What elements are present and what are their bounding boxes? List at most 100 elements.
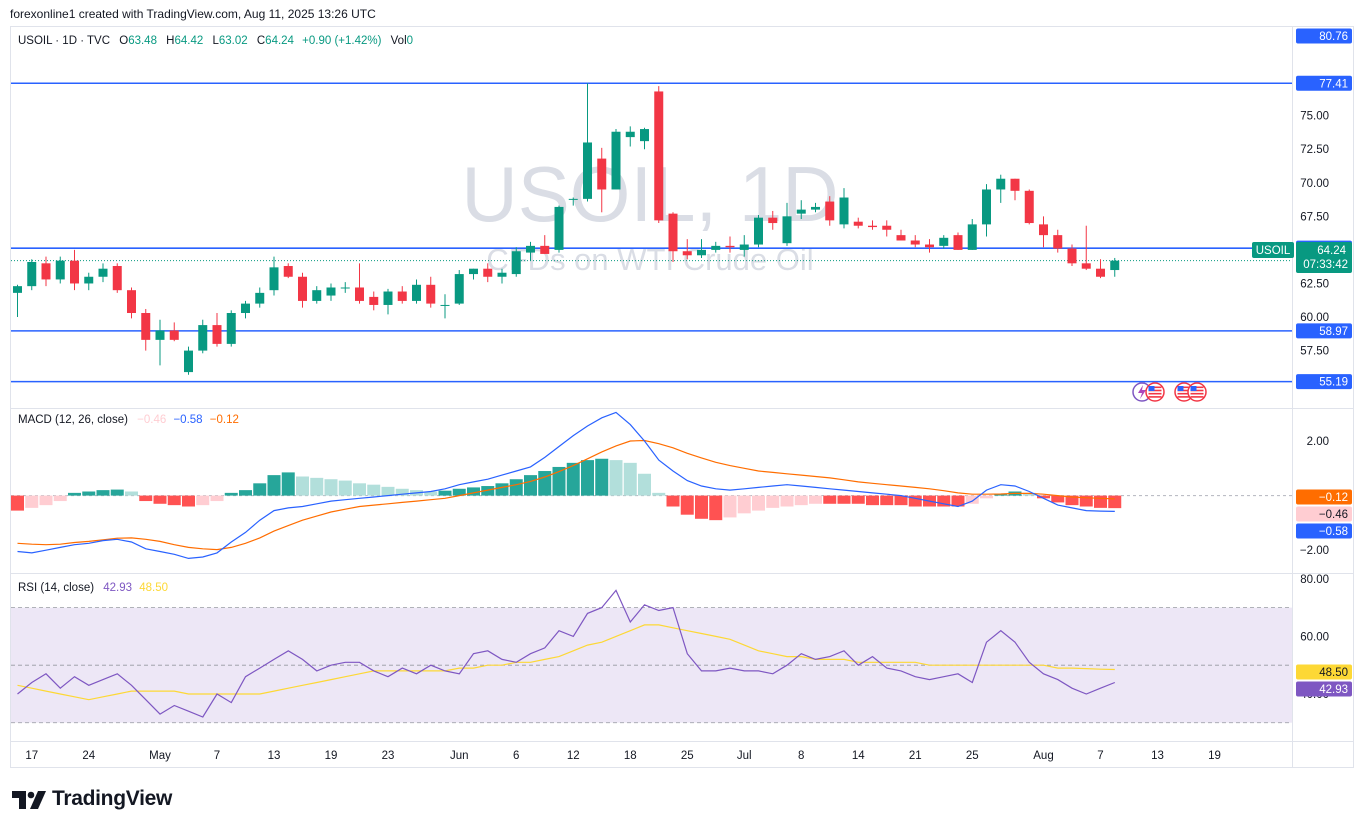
candle-body: [711, 245, 721, 250]
candle-body: [198, 325, 208, 351]
macd-histogram-bar: [1022, 492, 1036, 496]
candle: [839, 188, 849, 229]
candle-body: [298, 276, 307, 301]
price-top-tag-text: 80.76: [1319, 31, 1348, 43]
us-flag-icon-3-stripe: [1190, 386, 1204, 389]
time-tick-9: 12: [567, 750, 580, 762]
time-tick-13: 8: [798, 750, 804, 762]
candle: [13, 284, 22, 318]
candle: [554, 205, 564, 253]
candle: [1096, 259, 1105, 279]
macd-histogram-bar: [424, 491, 438, 496]
macd-histogram-tag-text: −0.46: [1319, 509, 1348, 521]
rsi-ma-value: 48.50: [139, 582, 169, 594]
candle-body: [654, 91, 664, 221]
candle: [1110, 257, 1120, 277]
macd-histogram-bar: [452, 488, 466, 496]
rsi-legend[interactable]: RSI (14, close) 42.93 48.50: [18, 582, 168, 594]
symbol-line[interactable]: USOIL · 1D · TVC: [18, 35, 111, 47]
time-tick-7: Jun: [450, 750, 469, 762]
macd-legend[interactable]: MACD (12, 26, close) −0.46 −0.58 −0.12: [18, 414, 239, 426]
macd-histogram-bar: [196, 495, 210, 506]
macd-histogram-bar: [780, 495, 794, 507]
candle: [597, 147, 607, 213]
candle-body: [853, 221, 863, 226]
candle: [739, 235, 749, 257]
macd-histogram-bar: [224, 492, 238, 496]
candle-body: [1081, 263, 1091, 269]
candle-body: [868, 225, 877, 228]
macd-histogram-bar: [338, 480, 352, 496]
candle: [1039, 216, 1048, 248]
macd-histogram-bar: [894, 495, 908, 506]
macd-histogram-bar: [353, 483, 366, 496]
macd-histogram-bar: [253, 483, 267, 496]
candle-body: [625, 131, 635, 138]
candle: [511, 247, 521, 277]
candle-body: [440, 304, 450, 306]
rsi-axis-label-1: 60.00: [1300, 631, 1329, 643]
candle: [640, 127, 649, 150]
macd-histogram-bar: [210, 495, 224, 502]
candle: [454, 270, 464, 305]
candle-body: [982, 189, 991, 225]
macd-histogram-bar: [167, 495, 181, 506]
macd-histogram-bar: [1051, 495, 1065, 503]
candle-body: [640, 129, 649, 142]
candle-body: [212, 325, 222, 344]
us-flag-icon-1-stripe: [1148, 392, 1162, 395]
symbol-tag: USOIL: [1252, 242, 1294, 258]
level-tag-2-text: 58.97: [1319, 326, 1348, 338]
candle: [882, 220, 892, 237]
bar-countdown: 07:33:42: [1303, 259, 1348, 271]
macd-histogram-bar: [766, 495, 780, 508]
candle: [340, 282, 350, 293]
candle: [70, 249, 79, 291]
us-flag-icon-1-stripe: [1148, 389, 1162, 392]
macd-histogram-bar: [495, 483, 509, 496]
candle-body: [768, 217, 778, 224]
macd-histogram-bar: [96, 490, 110, 496]
time-tick-8: 6: [513, 750, 519, 762]
macd-histogram-bar: [125, 491, 138, 496]
time-tick-14: 14: [852, 750, 865, 762]
candle: [953, 232, 963, 250]
macd-histogram-bar: [937, 495, 951, 507]
macd-histogram-bar: [467, 487, 480, 496]
candle-body: [55, 260, 65, 280]
price-top-tag-bg: [1296, 28, 1352, 44]
us-flag-icon-1-stripe: [1148, 396, 1162, 398]
candle: [868, 220, 877, 230]
candle: [127, 287, 136, 319]
macd-histogram-bar: [82, 491, 96, 496]
us-flag-icon-2-canton: [1177, 386, 1184, 391]
us-flag-icon-3-stripe: [1190, 392, 1204, 395]
price-top-tag: 80.76: [1296, 28, 1352, 44]
macd-histogram-bar: [980, 495, 993, 499]
macd-histogram-bar: [638, 473, 651, 496]
open-key: O: [119, 35, 129, 47]
macd-histogram-bar: [395, 488, 409, 496]
candle: [440, 294, 450, 319]
volume-key: Vol: [390, 35, 407, 47]
time-tick-18: 7: [1097, 750, 1103, 762]
rsi-ma-tag-text: 48.50: [1319, 667, 1348, 679]
candle: [754, 214, 763, 248]
tradingview-logo[interactable]: TradingView: [12, 787, 172, 811]
change-value: +0.90 (+1.42%): [302, 35, 382, 47]
candle-body: [882, 225, 892, 230]
price-tick-4: 62.50: [1300, 278, 1329, 290]
macd-histogram-bar: [39, 495, 53, 506]
candle: [226, 310, 236, 347]
macd-histogram-bar: [994, 494, 1008, 496]
candle: [1067, 244, 1077, 267]
low-key: L: [212, 35, 219, 47]
current-price-bg: [1296, 242, 1352, 273]
candle: [568, 197, 578, 206]
time-tick-0: 17: [25, 750, 38, 762]
symbol-tag-bg: [1252, 242, 1294, 258]
macd-signal-tag: −0.12: [1296, 489, 1352, 505]
candle-body: [326, 287, 336, 296]
macd-signal-line: [17, 439, 1115, 551]
